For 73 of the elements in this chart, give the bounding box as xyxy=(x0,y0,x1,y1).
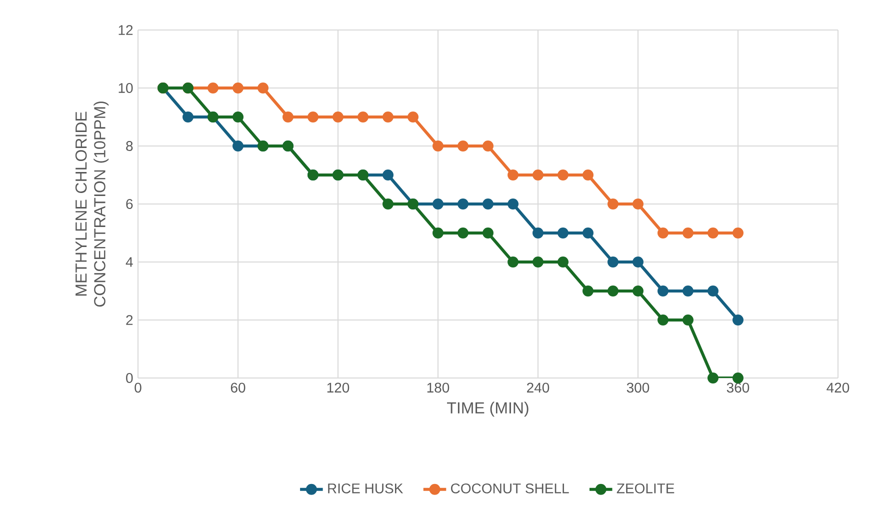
x-tick-label: 180 xyxy=(427,382,450,393)
point xyxy=(482,198,494,210)
y-tick-label: 2 xyxy=(126,315,133,325)
point xyxy=(682,227,694,238)
x-tick-label: 420 xyxy=(826,382,850,393)
x-tick-label: 60 xyxy=(230,382,246,393)
point xyxy=(282,111,294,122)
point xyxy=(632,285,644,296)
point xyxy=(508,198,518,210)
y-tick-label: 4 xyxy=(126,257,133,267)
point xyxy=(258,82,269,94)
point xyxy=(382,169,394,180)
point xyxy=(232,82,244,94)
point xyxy=(182,111,194,122)
point xyxy=(208,82,219,94)
point xyxy=(332,111,344,122)
x-tick-label: 240 xyxy=(527,382,550,393)
point xyxy=(732,314,744,326)
point xyxy=(482,227,494,238)
point xyxy=(582,227,594,238)
point xyxy=(232,140,244,152)
point xyxy=(558,256,569,268)
point xyxy=(708,285,718,296)
point xyxy=(608,256,618,268)
y-tick-label: 0 xyxy=(126,373,133,383)
point xyxy=(432,140,444,152)
point xyxy=(508,256,518,268)
point xyxy=(608,198,618,210)
y-tick-label: 8 xyxy=(126,141,133,151)
point xyxy=(682,314,694,326)
y-tick-label: 6 xyxy=(126,199,133,209)
point xyxy=(408,111,419,122)
x-tick-label: 360 xyxy=(726,382,750,393)
point xyxy=(582,285,594,296)
point xyxy=(508,169,518,180)
point xyxy=(558,169,569,180)
point xyxy=(382,111,394,122)
x-tick-label: 300 xyxy=(626,382,650,393)
point xyxy=(632,198,644,210)
point xyxy=(732,227,744,238)
point xyxy=(358,111,368,122)
x-tick-label: 120 xyxy=(327,382,350,393)
point xyxy=(708,372,718,384)
point xyxy=(558,227,569,238)
legend-label: RICE HUSK xyxy=(328,483,404,494)
point xyxy=(658,285,668,296)
point xyxy=(432,198,444,210)
point xyxy=(382,198,394,210)
y-axis-title: METHYLENE CHLORIDE CONCENTRATION (10PPM) xyxy=(75,102,109,307)
point xyxy=(308,111,319,122)
point xyxy=(732,372,744,384)
point xyxy=(458,227,468,238)
point xyxy=(682,285,694,296)
point xyxy=(432,227,444,238)
point xyxy=(458,140,468,152)
point xyxy=(608,285,618,296)
point xyxy=(582,169,594,180)
point xyxy=(708,227,718,238)
point xyxy=(532,227,544,238)
point xyxy=(458,198,468,210)
point xyxy=(658,314,668,326)
point xyxy=(532,256,544,268)
y-tick-label: 10 xyxy=(118,83,133,93)
point xyxy=(632,256,644,268)
point xyxy=(532,169,544,180)
x-tick-label: 0 xyxy=(134,382,142,393)
point xyxy=(482,140,494,152)
y-tick-label: 12 xyxy=(118,25,133,35)
point xyxy=(658,227,668,238)
legend-label: ZEOLITE xyxy=(616,483,674,494)
legend-label: COCONUT SHELL xyxy=(451,483,569,494)
x-axis-title: TIME (MIN) xyxy=(447,402,528,417)
point xyxy=(232,111,244,122)
